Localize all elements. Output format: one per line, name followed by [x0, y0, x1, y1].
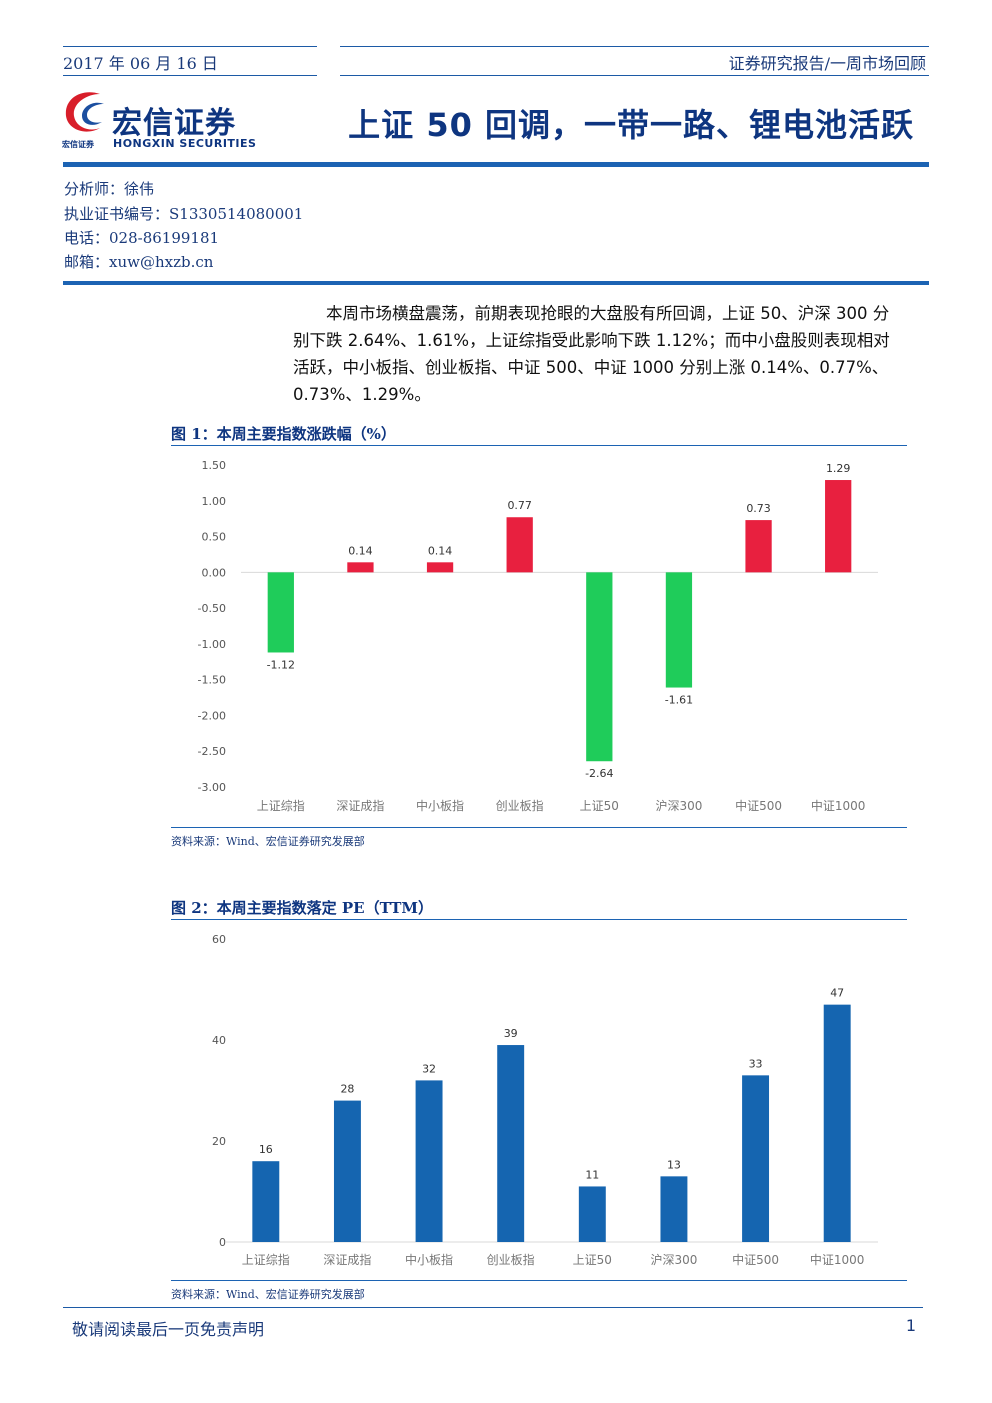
data-label: 13 — [667, 1158, 681, 1171]
data-label: 11 — [585, 1168, 599, 1181]
figure1-title: 图 1：本周主要指数涨跌幅（%） — [171, 425, 396, 443]
y-tick-label: -0.50 — [198, 602, 226, 615]
figure2-top-line — [171, 919, 907, 920]
figure2-title: 图 2：本周主要指数落定 PE（TTM） — [171, 899, 433, 917]
report-headline: 上证 50 回调，一带一路、锂电池活跃 — [348, 106, 914, 144]
y-tick-label: 40 — [212, 1034, 226, 1047]
analyst-name: 分析师：徐伟 — [64, 180, 155, 198]
data-label: 33 — [749, 1057, 763, 1070]
analyst-email: 邮箱：xuw@hxzb.cn — [64, 253, 214, 271]
y-tick-label: 60 — [212, 933, 226, 946]
y-tick-label: -1.50 — [198, 674, 226, 687]
bar-上证综指 — [252, 1161, 280, 1242]
category-label: 深证成指 — [336, 798, 384, 813]
bar-中证1000 — [825, 480, 852, 573]
data-label: 0.77 — [507, 499, 532, 512]
category-label: 中证1000 — [810, 1252, 865, 1267]
category-label: 上证综指 — [257, 798, 305, 813]
data-label: 16 — [259, 1143, 273, 1156]
header-divider — [63, 162, 929, 167]
figure2-chart: 60 40 20 0 16 上证综指 28 深证成指 32 中小板指 39 创业板指 11 上证50 13 沪… — [212, 933, 878, 1267]
category-label: 中小板指 — [405, 1252, 453, 1267]
figure1-top-line — [171, 445, 907, 446]
y-tick-label: 0.00 — [202, 566, 227, 579]
data-label: 0.14 — [428, 544, 453, 557]
bar-上证50 — [586, 572, 613, 762]
category-label: 创业板指 — [487, 1252, 535, 1267]
bar-深证成指 — [347, 562, 374, 573]
y-tick-label: 1.00 — [202, 495, 227, 508]
y-tick-label: 0.50 — [202, 531, 227, 544]
bar-上证50 — [578, 1186, 606, 1242]
header-top-line-left — [63, 46, 317, 47]
data-label: 32 — [422, 1062, 436, 1075]
bar-创业板指 — [497, 1045, 525, 1242]
category-label: 上证50 — [580, 799, 619, 813]
data-label: -2.64 — [585, 767, 613, 780]
data-label: 0.14 — [348, 544, 373, 557]
report-date: 2017 年 06 月 16 日 — [63, 54, 218, 73]
y-tick-label: -2.50 — [198, 745, 226, 758]
bar-沪深300 — [660, 1176, 688, 1242]
y-tick-label: -1.00 — [198, 638, 226, 651]
logo-english-name: HONGXIN SECURITIES — [113, 137, 257, 150]
header-top-line-right — [340, 46, 929, 47]
data-label: -1.12 — [267, 658, 295, 671]
data-label: 47 — [830, 987, 844, 1000]
company-logo-icon — [65, 92, 104, 132]
category-label: 沪深300 — [650, 1253, 697, 1267]
figure2-source: 资料来源：Wind、宏信证券研究发展部 — [171, 1288, 365, 1301]
analyst-cert: 执业证书编号：S1330514080001 — [64, 205, 304, 223]
header-bottom-line-left — [63, 75, 317, 76]
y-tick-label: -3.00 — [198, 781, 226, 794]
summary-paragraph: 本周市场横盘震荡，前期表现抢眼的大盘股有所回调，上证 50、沪深 300 分别下… — [293, 304, 890, 404]
data-label: -1.61 — [665, 694, 693, 707]
analyst-phone: 电话：028-86199181 — [64, 229, 220, 247]
y-tick-label: 20 — [212, 1135, 226, 1148]
bar-中小板指 — [415, 1080, 443, 1242]
bar-创业板指 — [506, 517, 533, 573]
category-label: 创业板指 — [496, 798, 544, 813]
category-label: 沪深300 — [655, 799, 702, 813]
page-number: 1 — [905, 1316, 916, 1335]
bar-沪深300 — [665, 572, 693, 688]
y-tick-label: -2.00 — [198, 709, 226, 722]
category-label: 中证500 — [735, 798, 782, 813]
category-label: 中小板指 — [416, 798, 464, 813]
bar-中小板指 — [426, 562, 454, 573]
figure1-bottom-line — [171, 827, 907, 828]
category-label: 中证500 — [732, 1252, 779, 1267]
data-label: 1.29 — [826, 462, 851, 475]
bar-上证综指 — [267, 572, 294, 653]
bar-中证500 — [742, 1075, 770, 1242]
analyst-divider — [63, 281, 929, 285]
footer-disclaimer: 敬请阅读最后一页免责声明 — [72, 1320, 265, 1339]
logo-chinese-name: 宏信证券 — [112, 106, 236, 141]
data-label: 39 — [504, 1027, 518, 1040]
y-tick-label: 1.50 — [202, 459, 227, 472]
category-label: 上证综指 — [242, 1252, 290, 1267]
figure1-source: 资料来源：Wind、宏信证券研究发展部 — [171, 835, 365, 848]
data-label: 0.73 — [746, 502, 771, 515]
bar-中证1000 — [823, 1004, 851, 1242]
header-bottom-line-right — [340, 75, 929, 76]
footer-line — [63, 1307, 923, 1308]
logo-small-text: 宏信证券 — [62, 140, 94, 149]
category-label: 中证1000 — [811, 798, 866, 813]
data-label: 28 — [340, 1083, 354, 1096]
figure1-chart: 1.50 1.00 0.50 0.00 -0.50 -1.00 -1.50 -2.00 -2.5… — [198, 459, 878, 813]
y-tick-label: 0 — [219, 1236, 226, 1249]
bar-中证500 — [745, 520, 772, 573]
figure2-bottom-line — [171, 1280, 907, 1281]
category-label: 上证50 — [573, 1253, 612, 1267]
bar-深证成指 — [333, 1100, 361, 1242]
report-type: 证券研究报告/一周市场回顾 — [728, 54, 926, 73]
category-label: 深证成指 — [323, 1252, 371, 1267]
